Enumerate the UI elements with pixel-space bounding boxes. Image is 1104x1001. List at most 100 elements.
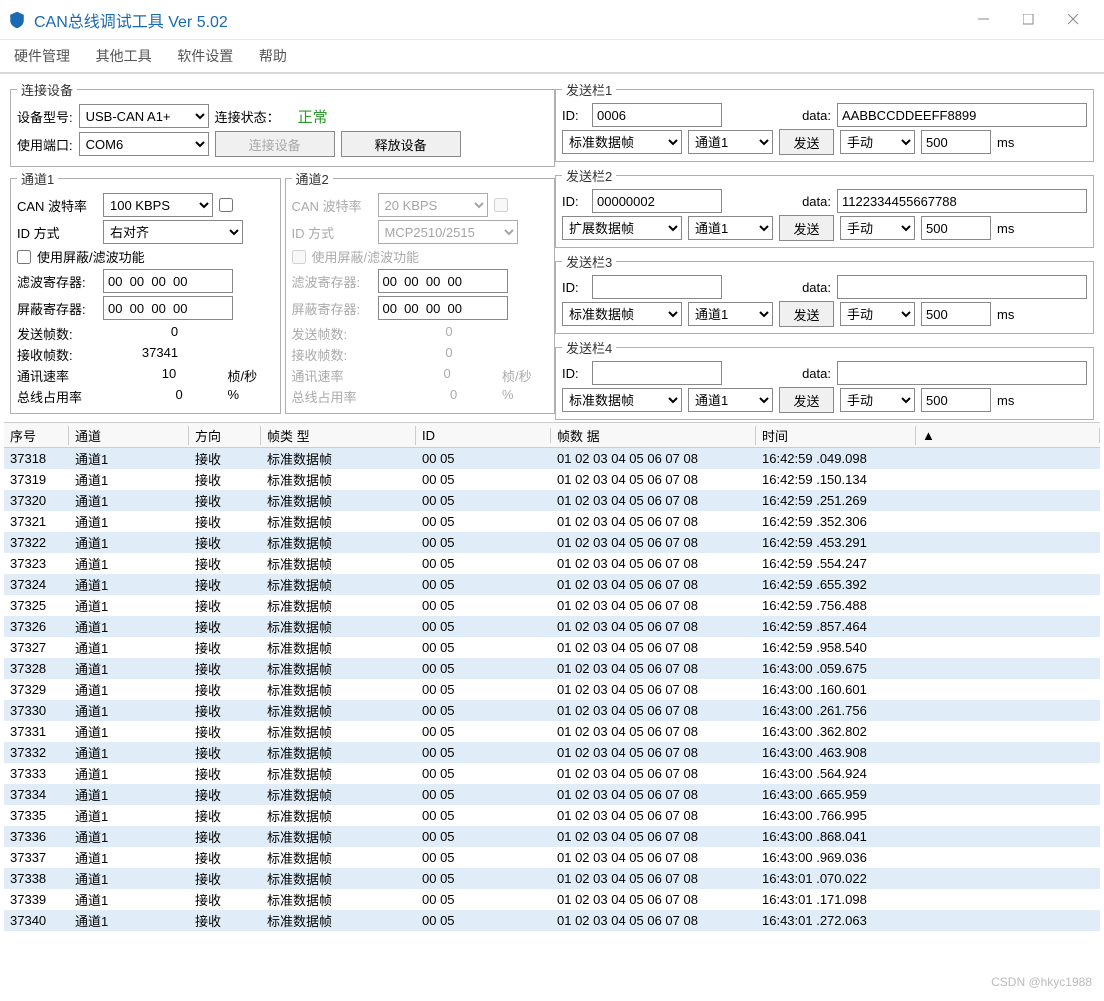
send-id-input[interactable] — [592, 275, 722, 299]
send-data-input[interactable] — [837, 103, 1087, 127]
table-row[interactable]: 37339通道1接收标准数据帧00 0501 02 03 04 05 06 07… — [4, 889, 1100, 910]
menu-help[interactable]: 帮助 — [259, 48, 287, 64]
send-button[interactable]: 发送 — [779, 215, 834, 241]
send-id-input[interactable] — [592, 189, 722, 213]
table-row[interactable]: 37337通道1接收标准数据帧00 0501 02 03 04 05 06 07… — [4, 847, 1100, 868]
send-panel-2: 发送栏2ID:data:扩展数据帧通道1发送手动ms — [555, 166, 1094, 248]
send-frametype-select[interactable]: 标准数据帧 — [562, 302, 682, 326]
send-interval-input[interactable] — [921, 302, 991, 326]
send-data-input[interactable] — [837, 189, 1087, 213]
grid-header: 序号 通道 方向 帧类 型 ID 帧数 据 时间 ▲ — [4, 422, 1100, 448]
send-frametype-select[interactable]: 扩展数据帧 — [562, 216, 682, 240]
col-id[interactable]: ID — [416, 428, 551, 443]
ch2-bus-value: 0 — [397, 387, 457, 406]
table-row[interactable]: 37321通道1接收标准数据帧00 0501 02 03 04 05 06 07… — [4, 511, 1100, 532]
ch2-bus-unit: % — [498, 387, 548, 406]
send-channel-select[interactable]: 通道1 — [688, 388, 773, 412]
connect-button[interactable]: 连接设备 — [215, 131, 335, 157]
send-data-input[interactable] — [837, 275, 1087, 299]
ch2-idmode-select: MCP2510/2515 — [378, 220, 518, 244]
ch1-extra-checkbox[interactable] — [219, 198, 233, 212]
send-panel-3: 发送栏3ID:data:标准数据帧通道1发送手动ms — [555, 252, 1094, 334]
send-button[interactable]: 发送 — [779, 129, 834, 155]
send-interval-input[interactable] — [921, 388, 991, 412]
table-row[interactable]: 37334通道1接收标准数据帧00 0501 02 03 04 05 06 07… — [4, 784, 1100, 805]
table-row[interactable]: 37319通道1接收标准数据帧00 0501 02 03 04 05 06 07… — [4, 469, 1100, 490]
minimize-button[interactable] — [961, 1, 1006, 39]
col-seq[interactable]: 序号 — [4, 426, 69, 445]
window-title: CAN总线调试工具 Ver 5.02 — [34, 8, 961, 32]
send-legend: 发送栏3 — [562, 252, 616, 271]
port-select[interactable]: COM6 — [79, 132, 209, 156]
send-channel-select[interactable]: 通道1 — [688, 130, 773, 154]
send-mode-select[interactable]: 手动 — [840, 130, 915, 154]
table-row[interactable]: 37338通道1接收标准数据帧00 0501 02 03 04 05 06 07… — [4, 868, 1100, 889]
table-row[interactable]: 37330通道1接收标准数据帧00 0501 02 03 04 05 06 07… — [4, 700, 1100, 721]
table-row[interactable]: 37324通道1接收标准数据帧00 0501 02 03 04 05 06 07… — [4, 574, 1100, 595]
ch1-maskfilter-label: 使用屏蔽/滤波功能 — [37, 247, 145, 266]
table-row[interactable]: 37335通道1接收标准数据帧00 0501 02 03 04 05 06 07… — [4, 805, 1100, 826]
table-row[interactable]: 37320通道1接收标准数据帧00 0501 02 03 04 05 06 07… — [4, 490, 1100, 511]
table-row[interactable]: 37327通道1接收标准数据帧00 0501 02 03 04 05 06 07… — [4, 637, 1100, 658]
table-row[interactable]: 37333通道1接收标准数据帧00 0501 02 03 04 05 06 07… — [4, 763, 1100, 784]
send-interval-input[interactable] — [921, 130, 991, 154]
menubar: 硬件管理 其他工具 软件设置 帮助 — [0, 40, 1104, 74]
col-data[interactable]: 帧数 据 — [551, 426, 756, 445]
table-row[interactable]: 37328通道1接收标准数据帧00 0501 02 03 04 05 06 07… — [4, 658, 1100, 679]
send-data-input[interactable] — [837, 361, 1087, 385]
send-frametype-select[interactable]: 标准数据帧 — [562, 388, 682, 412]
menu-hardware[interactable]: 硬件管理 — [14, 48, 70, 64]
grid-body[interactable]: 37318通道1接收标准数据帧00 0501 02 03 04 05 06 07… — [4, 448, 1100, 946]
menu-other-tools[interactable]: 其他工具 — [96, 48, 152, 64]
send-data-label: data: — [789, 108, 831, 123]
ch2-rate-unit: 桢/秒 — [498, 366, 548, 385]
ch1-filter-input[interactable] — [103, 269, 233, 293]
menu-software-settings[interactable]: 软件设置 — [177, 48, 233, 64]
data-grid: 序号 通道 方向 帧类 型 ID 帧数 据 时间 ▲ 37318通道1接收标准数… — [4, 422, 1100, 946]
ch1-idmode-label: ID 方式 — [17, 223, 97, 242]
send-legend: 发送栏1 — [562, 80, 616, 99]
table-row[interactable]: 37322通道1接收标准数据帧00 0501 02 03 04 05 06 07… — [4, 532, 1100, 553]
send-channel-select[interactable]: 通道1 — [688, 302, 773, 326]
table-row[interactable]: 37340通道1接收标准数据帧00 0501 02 03 04 05 06 07… — [4, 910, 1100, 931]
ch2-tx-value: 0 — [393, 324, 453, 343]
table-row[interactable]: 37325通道1接收标准数据帧00 0501 02 03 04 05 06 07… — [4, 595, 1100, 616]
send-channel-select[interactable]: 通道1 — [688, 216, 773, 240]
ch1-idmode-select[interactable]: 右对齐 — [103, 220, 243, 244]
ch2-maskfilter-checkbox — [292, 250, 306, 264]
ch1-rate-label: 通讯速率 — [17, 366, 69, 385]
release-button[interactable]: 释放设备 — [341, 131, 461, 157]
col-frametype[interactable]: 帧类 型 — [261, 426, 416, 445]
ch2-tx-label: 发送帧数: — [292, 324, 348, 343]
close-button[interactable] — [1051, 1, 1096, 39]
send-interval-input[interactable] — [921, 216, 991, 240]
ch2-mask-input[interactable] — [378, 296, 508, 320]
table-row[interactable]: 37331通道1接收标准数据帧00 0501 02 03 04 05 06 07… — [4, 721, 1100, 742]
table-row[interactable]: 37329通道1接收标准数据帧00 0501 02 03 04 05 06 07… — [4, 679, 1100, 700]
table-row[interactable]: 37318通道1接收标准数据帧00 0501 02 03 04 05 06 07… — [4, 448, 1100, 469]
send-frametype-select[interactable]: 标准数据帧 — [562, 130, 682, 154]
col-direction[interactable]: 方向 — [189, 426, 261, 445]
send-mode-select[interactable]: 手动 — [840, 302, 915, 326]
ch1-baud-select[interactable]: 100 KBPS — [103, 193, 213, 217]
col-channel[interactable]: 通道 — [69, 426, 189, 445]
ch1-mask-input[interactable] — [103, 296, 233, 320]
ch2-filter-input[interactable] — [378, 269, 508, 293]
send-mode-select[interactable]: 手动 — [840, 216, 915, 240]
send-id-input[interactable] — [592, 361, 722, 385]
ch1-baud-label: CAN 波特率 — [17, 196, 97, 215]
table-row[interactable]: 37326通道1接收标准数据帧00 0501 02 03 04 05 06 07… — [4, 616, 1100, 637]
ch1-maskfilter-checkbox[interactable] — [17, 250, 31, 264]
table-row[interactable]: 37323通道1接收标准数据帧00 0501 02 03 04 05 06 07… — [4, 553, 1100, 574]
send-button[interactable]: 发送 — [779, 387, 834, 413]
send-mode-select[interactable]: 手动 — [840, 388, 915, 412]
send-button[interactable]: 发送 — [779, 301, 834, 327]
col-time[interactable]: 时间 — [756, 426, 916, 445]
device-model-select[interactable]: USB-CAN A1+ — [79, 104, 209, 128]
ch2-rx-label: 接收帧数: — [292, 345, 348, 364]
device-model-label: 设备型号: — [17, 107, 73, 126]
maximize-button[interactable] — [1006, 1, 1051, 39]
table-row[interactable]: 37332通道1接收标准数据帧00 0501 02 03 04 05 06 07… — [4, 742, 1100, 763]
table-row[interactable]: 37336通道1接收标准数据帧00 0501 02 03 04 05 06 07… — [4, 826, 1100, 847]
send-id-input[interactable] — [592, 103, 722, 127]
